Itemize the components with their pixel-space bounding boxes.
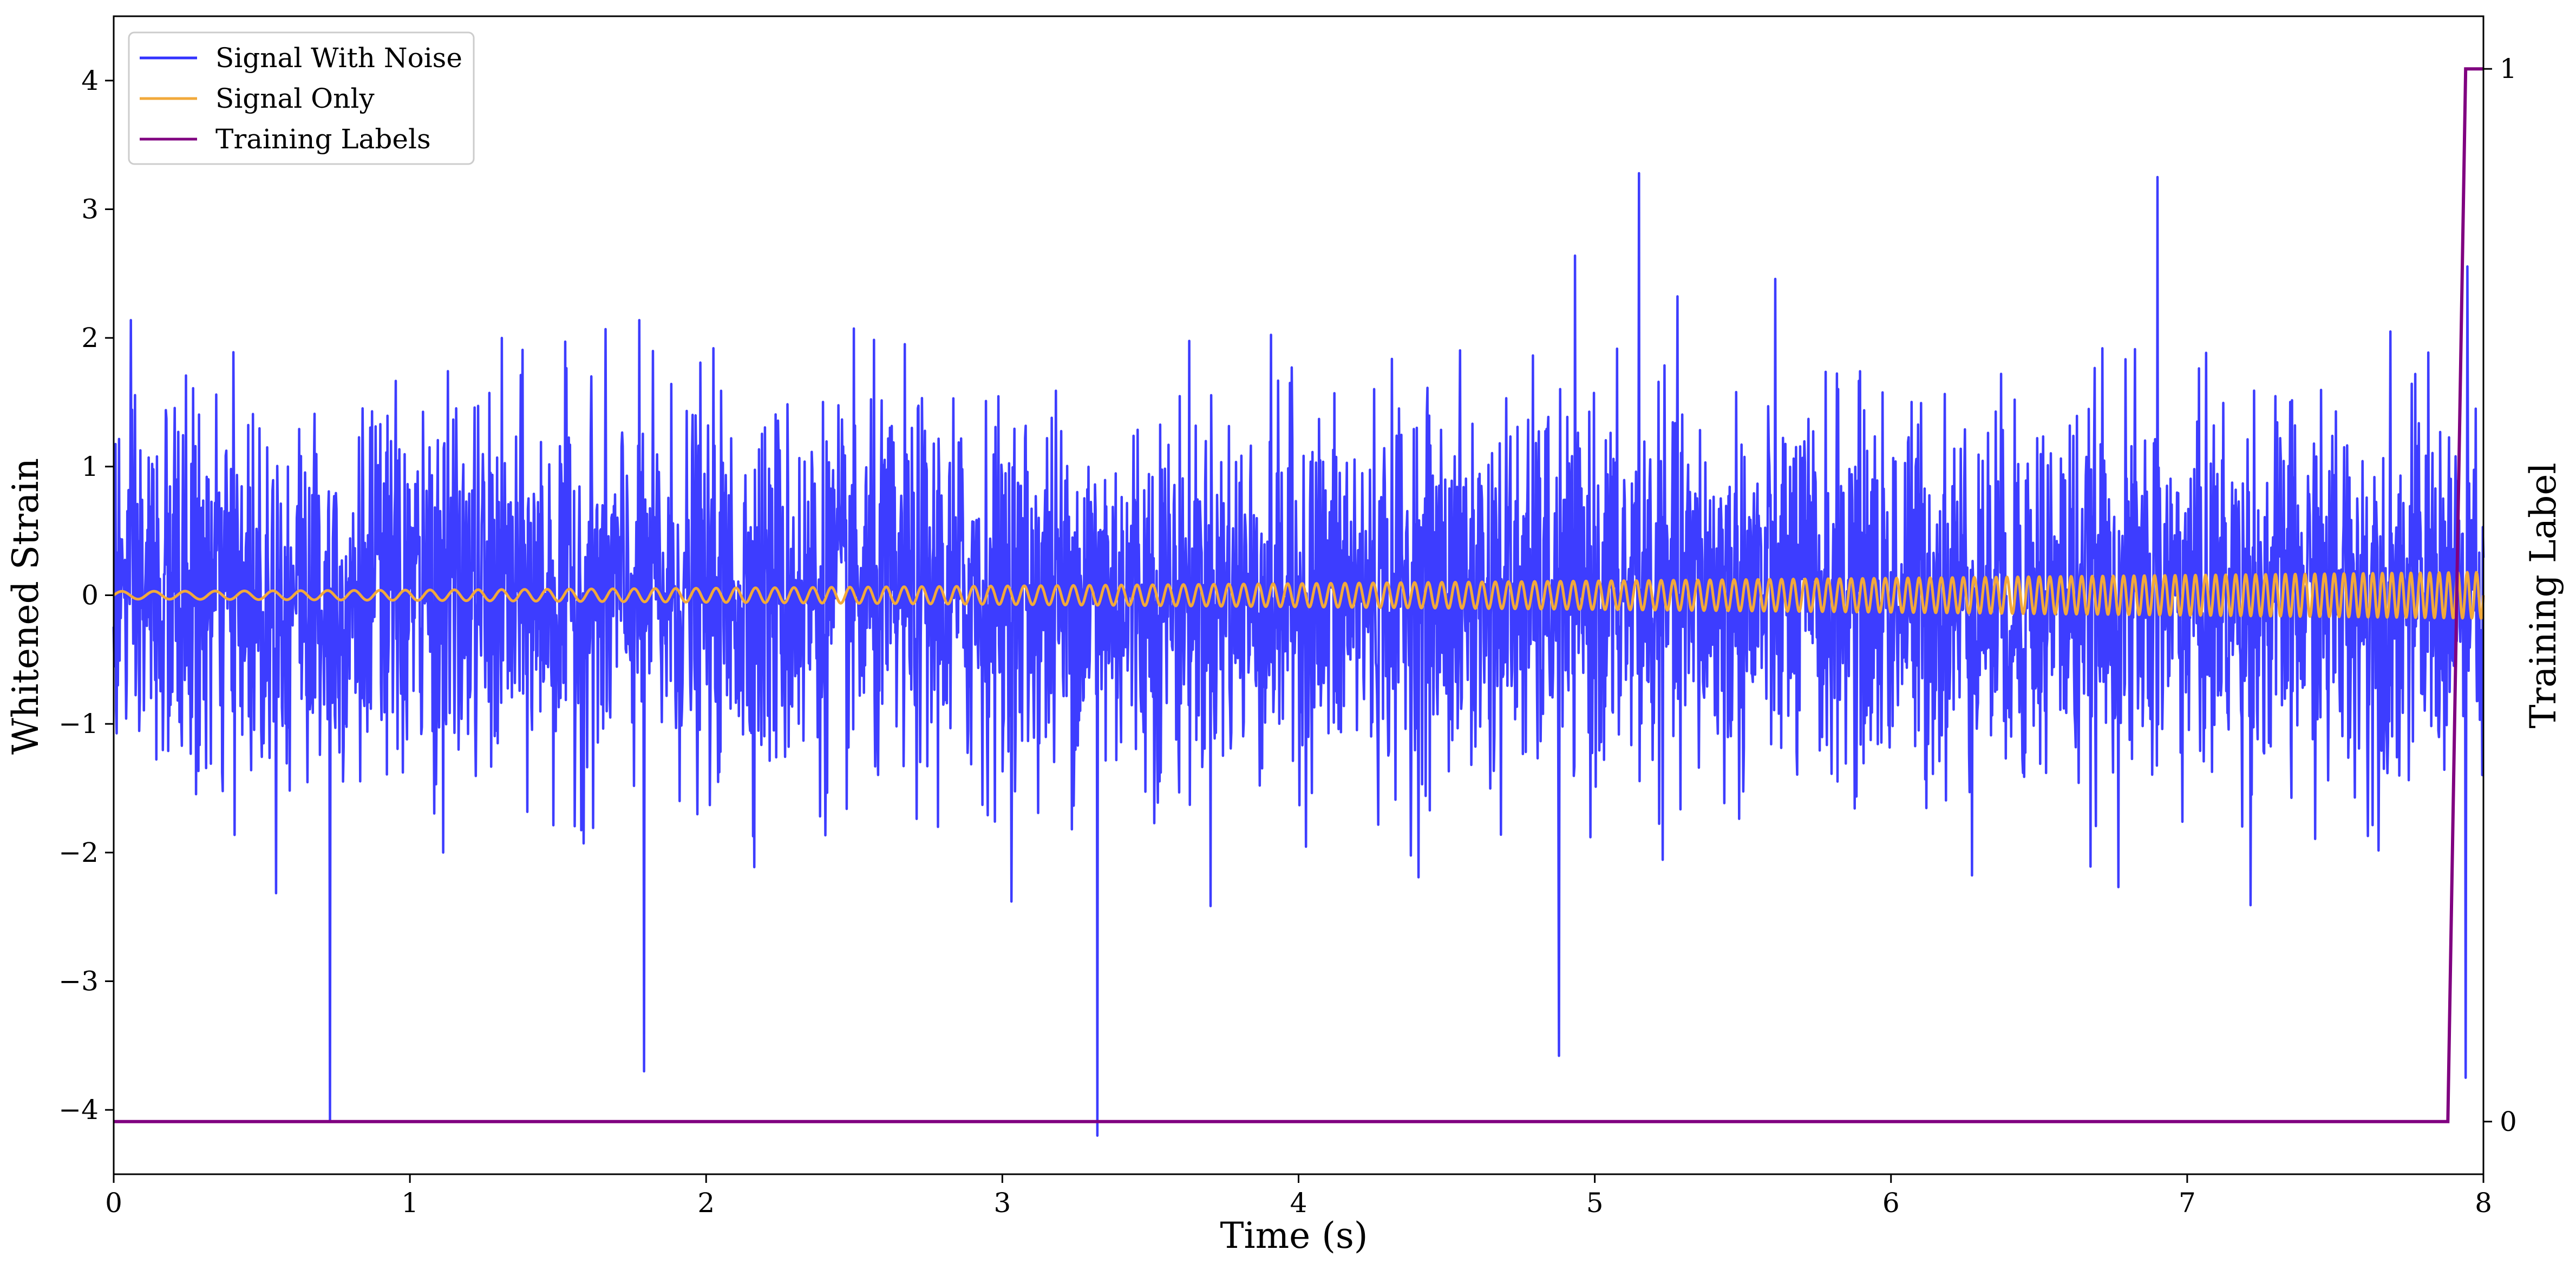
y2-axis-title: Training Label — [2522, 463, 2564, 729]
x-tick-label: 6 — [1882, 1187, 1900, 1219]
x-tick-label: 1 — [401, 1187, 419, 1219]
y-tick-label: 2 — [81, 322, 99, 354]
x-axis-title: Time (s) — [1220, 1215, 1368, 1257]
y-tick-label: −1 — [58, 708, 99, 740]
x-tick-label: 8 — [2475, 1187, 2492, 1219]
legend-label-signal-with-noise: Signal With Noise — [215, 42, 462, 74]
y2-tick-label: 1 — [2500, 53, 2517, 84]
x-tick-label: 5 — [1586, 1187, 1604, 1219]
axes-layer: 0 1 2 3 4 5 6 7 8 −4 −3 −2 −1 0 1 2 3 4 0 1 — [58, 15, 2517, 1219]
signal-with-noise-line — [112, 172, 2485, 1137]
y-axis-title: Whitened Strain — [5, 458, 47, 755]
legend: Signal With Noise Signal Only Training L… — [128, 31, 475, 165]
y-tick-label: −4 — [58, 1094, 99, 1126]
y-tick-label: 4 — [81, 65, 99, 96]
signal-only-line — [113, 571, 2485, 620]
y2-tick-label: 0 — [2500, 1106, 2517, 1137]
y-tick-label: −2 — [58, 837, 99, 868]
legend-box — [128, 31, 475, 165]
x-tick-label: 0 — [105, 1187, 122, 1219]
signal-with-noise-layer — [112, 172, 2485, 1137]
x-tick-label: 7 — [2179, 1187, 2196, 1219]
y-tick-label: 1 — [81, 451, 99, 482]
legend-label-signal-only: Signal Only — [215, 83, 375, 114]
y-tick-label: 3 — [81, 194, 99, 225]
y-tick-label: −3 — [58, 966, 99, 997]
training-labels-layer — [114, 67, 2483, 1123]
signal-only-layer — [113, 571, 2485, 620]
x-tick-label: 3 — [993, 1187, 1011, 1219]
x-tick-label: 4 — [1290, 1187, 1307, 1219]
training-labels-line — [114, 67, 2483, 1123]
x-tick-label: 2 — [697, 1187, 715, 1219]
y-tick-label: 0 — [81, 580, 99, 611]
legend-label-training-labels: Training Labels — [215, 123, 431, 155]
